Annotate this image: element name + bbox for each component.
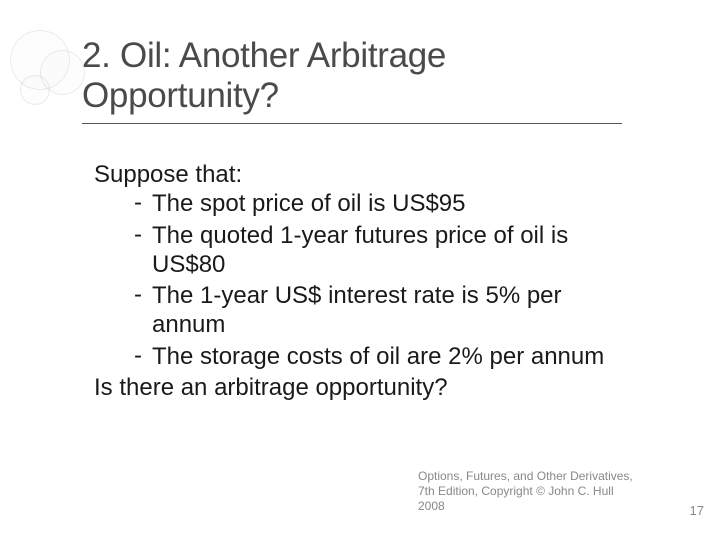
slide-body: Suppose that: - The spot price of oil is… xyxy=(94,160,634,402)
footer-line-2: 7th Edition, Copyright © John C. Hull xyxy=(418,484,648,499)
bullet-text: The 1-year US$ interest rate is 5% per a… xyxy=(152,281,634,340)
bullet-dash-icon: - xyxy=(134,221,152,248)
footer-line-1: Options, Futures, and Other Derivatives, xyxy=(418,469,648,484)
bullet-item: - The spot price of oil is US$95 xyxy=(134,189,634,218)
page-number: 17 xyxy=(690,503,704,518)
intro-text: Suppose that: xyxy=(94,160,634,189)
bullet-item: - The storage costs of oil are 2% per an… xyxy=(134,342,634,371)
bullet-dash-icon: - xyxy=(134,342,152,369)
bullet-text: The spot price of oil is US$95 xyxy=(152,189,634,218)
closing-text: Is there an arbitrage opportunity? xyxy=(94,373,634,402)
bullet-text: The quoted 1-year futures price of oil i… xyxy=(152,221,634,280)
footer-line-3: 2008 xyxy=(418,499,648,514)
bullet-dash-icon: - xyxy=(134,281,152,308)
title-line-2: Opportunity? xyxy=(82,76,446,116)
title-underline xyxy=(82,123,622,124)
bullet-item: - The 1-year US$ interest rate is 5% per… xyxy=(134,281,634,340)
title-line-1: 2. Oil: Another Arbitrage xyxy=(82,36,446,76)
bullet-list: - The spot price of oil is US$95 - The q… xyxy=(134,189,634,371)
bullet-item: - The quoted 1-year futures price of oil… xyxy=(134,221,634,280)
decorative-circles xyxy=(10,30,90,110)
footer-citation: Options, Futures, and Other Derivatives,… xyxy=(418,469,648,514)
bullet-dash-icon: - xyxy=(134,189,152,216)
slide-title: 2. Oil: Another Arbitrage Opportunity? xyxy=(82,36,446,117)
bullet-text: The storage costs of oil are 2% per annu… xyxy=(152,342,634,371)
